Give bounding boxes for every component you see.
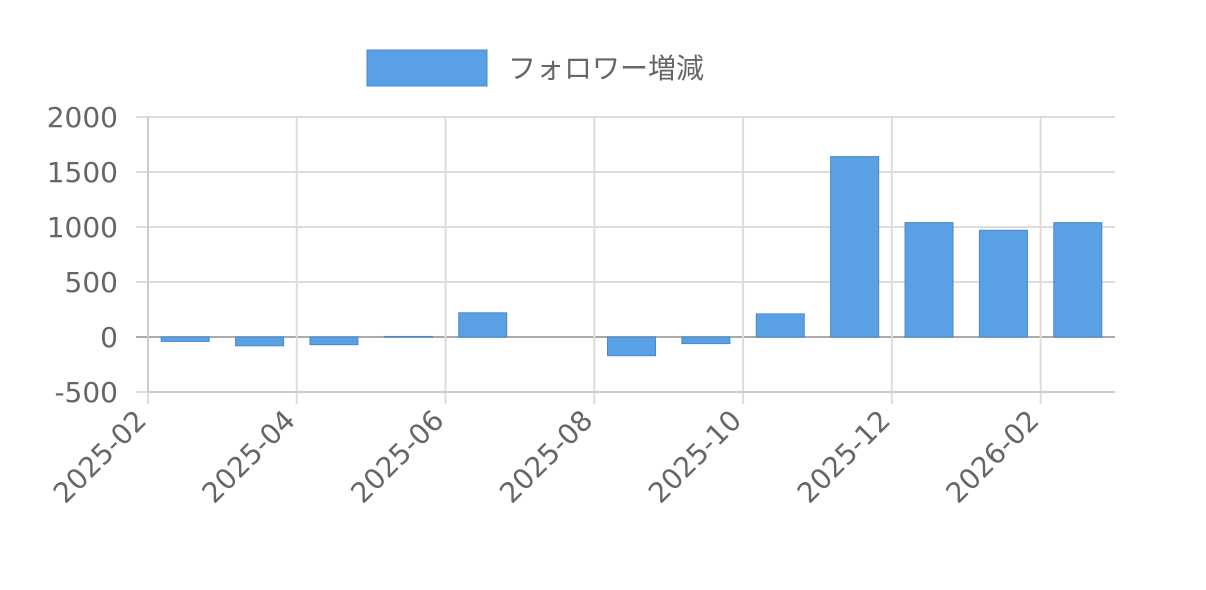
x-tick-label: 2025-10: [642, 404, 748, 510]
bar: [830, 156, 880, 338]
bar: [681, 336, 731, 345]
y-tick-label: 500: [65, 266, 118, 299]
y-tick-label: 1500: [47, 156, 118, 189]
bar: [309, 336, 359, 346]
y-tick-label: 2000: [47, 101, 118, 134]
bar: [904, 222, 954, 338]
bar: [1053, 222, 1103, 338]
bar: [978, 229, 1028, 338]
legend-swatch: [366, 49, 488, 87]
x-tick-label: 2026-02: [939, 404, 1045, 510]
x-tick-label: 2025-06: [344, 404, 450, 510]
bar: [383, 335, 433, 338]
bar: [607, 336, 656, 357]
y-tick-label: 1000: [47, 211, 118, 244]
legend-label: フォロワー増減: [508, 52, 704, 85]
y-tick-label: -500: [54, 376, 118, 409]
x-tick-label: 2025-08: [493, 404, 599, 510]
x-tick-label: 2025-02: [47, 404, 153, 510]
bar: [458, 312, 508, 338]
y-tick-label: 0: [100, 321, 118, 354]
bar: [160, 336, 210, 342]
x-tick-label: 2025-04: [196, 404, 302, 510]
bar: [755, 313, 805, 338]
bar: [235, 336, 285, 347]
x-tick-label: 2025-12: [791, 404, 897, 510]
